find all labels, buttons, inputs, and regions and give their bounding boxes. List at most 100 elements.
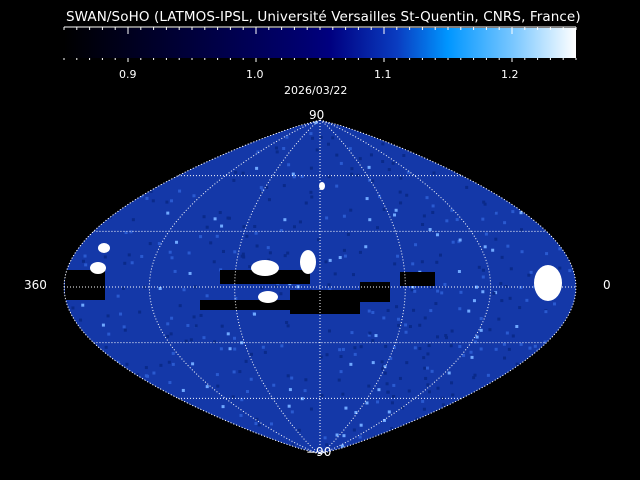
masked-region xyxy=(400,272,435,286)
noise-pixel xyxy=(556,350,560,354)
noise-pixel xyxy=(479,316,483,320)
noise-pixel xyxy=(484,438,488,442)
noise-pixel xyxy=(418,347,422,351)
noise-pixel xyxy=(130,261,134,265)
noise-pixel xyxy=(477,449,481,453)
noise-pixel xyxy=(563,222,567,226)
noise-pixel xyxy=(554,411,558,415)
noise-pixel xyxy=(107,152,111,156)
noise-pixel xyxy=(443,282,447,286)
noise-pixel xyxy=(234,297,238,301)
noise-pixel xyxy=(532,153,536,157)
noise-pixel xyxy=(147,401,151,405)
noise-pixel xyxy=(233,347,237,351)
noise-pixel xyxy=(382,418,386,422)
noise-pixel xyxy=(369,153,373,157)
noise-pixel xyxy=(166,322,170,326)
noise-pixel xyxy=(338,256,342,260)
noise-pixel xyxy=(413,346,417,350)
noise-pixel xyxy=(335,153,339,157)
noise-pixel xyxy=(113,433,117,437)
noise-pixel xyxy=(104,345,108,349)
noise-pixel xyxy=(144,366,148,370)
noise-pixel xyxy=(265,185,269,189)
noise-pixel xyxy=(399,201,403,205)
noise-pixel xyxy=(215,234,219,238)
noise-pixel xyxy=(368,218,372,222)
noise-pixel xyxy=(473,373,477,377)
noise-pixel xyxy=(553,152,557,156)
bright-source xyxy=(534,265,562,301)
noise-pixel xyxy=(553,201,557,205)
date-label: 2026/03/22 xyxy=(284,84,348,97)
noise-pixel xyxy=(283,254,287,258)
noise-pixel xyxy=(529,138,533,142)
noise-pixel xyxy=(186,439,190,443)
noise-pixel xyxy=(524,182,528,186)
noise-pixel xyxy=(302,120,306,124)
noise-pixel xyxy=(282,184,286,188)
noise-pixel xyxy=(274,448,278,452)
noise-pixel xyxy=(503,221,507,225)
noise-pixel xyxy=(444,334,448,338)
noise-pixel xyxy=(513,156,517,160)
noise-pixel xyxy=(126,189,130,193)
noise-pixel xyxy=(90,215,94,219)
noise-pixel xyxy=(481,217,485,221)
noise-pixel xyxy=(390,401,394,405)
noise-pixel xyxy=(472,376,476,380)
noise-pixel xyxy=(533,138,537,142)
noise-pixel xyxy=(398,190,402,194)
noise-pixel xyxy=(83,254,87,258)
noise-pixel xyxy=(165,200,169,204)
noise-pixel xyxy=(404,142,408,146)
noise-pixel xyxy=(121,286,125,290)
noise-pixel xyxy=(173,269,177,273)
noise-pixel xyxy=(425,366,429,370)
noise-pixel xyxy=(435,260,439,264)
noise-pixel xyxy=(567,389,571,393)
noise-pixel xyxy=(348,147,352,151)
noise-pixel xyxy=(266,246,270,250)
noise-pixel xyxy=(256,150,260,154)
noise-pixel xyxy=(152,371,156,375)
noise-pixel xyxy=(285,135,289,139)
noise-pixel xyxy=(178,189,182,193)
noise-pixel xyxy=(226,332,230,336)
noise-pixel xyxy=(287,163,291,167)
noise-pixel xyxy=(520,228,524,232)
noise-pixel xyxy=(544,350,548,354)
noise-pixel xyxy=(120,180,124,184)
noise-pixel xyxy=(400,406,404,410)
noise-pixel xyxy=(528,405,532,409)
noise-pixel xyxy=(206,123,210,127)
noise-pixel xyxy=(563,239,567,243)
noise-pixel xyxy=(165,129,169,133)
noise-pixel xyxy=(533,344,537,348)
noise-pixel xyxy=(232,178,236,182)
noise-pixel xyxy=(560,350,564,354)
noise-pixel xyxy=(428,227,432,231)
noise-pixel xyxy=(202,215,206,219)
noise-pixel xyxy=(469,350,473,354)
noise-pixel xyxy=(129,198,133,202)
noise-pixel xyxy=(356,173,360,177)
noise-pixel xyxy=(303,389,307,393)
noise-pixel xyxy=(122,196,126,200)
noise-pixel xyxy=(521,162,525,166)
noise-pixel xyxy=(221,249,225,253)
noise-pixel xyxy=(170,256,174,260)
noise-pixel xyxy=(205,385,209,389)
noise-pixel xyxy=(554,128,558,132)
noise-pixel xyxy=(304,201,308,205)
noise-pixel xyxy=(242,225,246,229)
noise-pixel xyxy=(385,382,389,386)
noise-pixel xyxy=(339,370,343,374)
noise-pixel xyxy=(374,334,378,338)
noise-pixel xyxy=(429,285,433,289)
noise-pixel xyxy=(105,153,109,157)
bright-source xyxy=(300,250,316,274)
noise-pixel xyxy=(408,325,412,329)
noise-pixel xyxy=(566,187,570,191)
noise-pixel xyxy=(488,134,492,138)
